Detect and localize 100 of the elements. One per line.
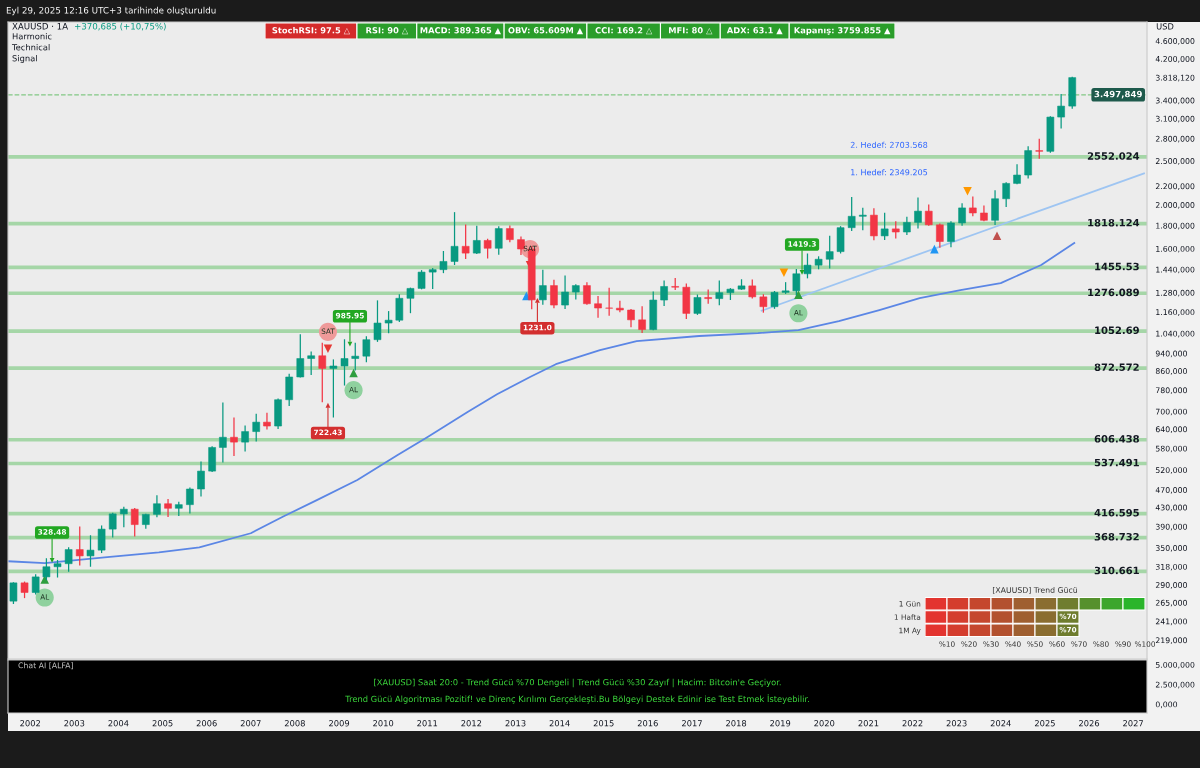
x-tick-label: 2026 <box>1079 720 1100 727</box>
candlestick <box>859 207 867 231</box>
candlestick <box>461 224 470 260</box>
ref-line-label: 2552.024 <box>1087 152 1140 160</box>
annotation: [XAUUSD] Saat 20:0 - Trend Gücü %70 Dengeli | Trend Gücü %30 Zayıf | Hacim: Bitcoin'e Geçiyor. <box>374 678 781 688</box>
candlestick <box>472 225 481 254</box>
candlestick <box>594 295 602 318</box>
point <box>534 297 540 303</box>
candlestick <box>252 413 260 442</box>
category-label: OBV: 65.609M ▲ <box>508 27 584 35</box>
annotation: 1. Hedef: 2349.205 <box>851 169 928 176</box>
ref-line-label: 416.595 <box>1094 508 1139 517</box>
candlestick <box>230 417 238 456</box>
point <box>963 186 972 196</box>
candlestick <box>836 226 845 254</box>
category-label: CCI: 169.2 △ <box>595 27 653 35</box>
chart-title: XAUUSD · 1A <box>12 22 68 30</box>
x-tick-label: 2009 <box>329 720 350 727</box>
category-label: StochRSI: 97.5 △ <box>272 26 351 35</box>
candlestick <box>9 582 18 604</box>
candlestick <box>991 190 999 226</box>
point <box>325 402 331 408</box>
x-tick-label: 2016 <box>637 720 658 727</box>
ref-line-label: 310.661 <box>1094 566 1139 575</box>
candlestick <box>947 221 955 248</box>
candlestick <box>847 196 856 231</box>
annotation: 2. Hedef: 2703.568 <box>850 141 928 148</box>
ref-line-label: 1455.53 <box>1095 262 1139 271</box>
candlestick <box>130 508 139 537</box>
x-tick-label: 2004 <box>108 720 129 727</box>
candlestick <box>197 461 205 497</box>
x-tick-label: 2022 <box>902 720 923 727</box>
candlestick <box>64 547 73 572</box>
candlestick <box>494 226 503 255</box>
point <box>799 269 805 275</box>
x-tick-label: 2019 <box>770 720 791 727</box>
line-series <box>8 242 1076 564</box>
x-tick-label: 2007 <box>240 720 261 727</box>
x-tick-label: 2002 <box>20 720 40 727</box>
x-tick-label: 2017 <box>682 720 702 727</box>
ref-line-label: 1818.124 <box>1088 218 1140 227</box>
candlestick <box>715 280 724 306</box>
x-tick-label: 2014 <box>549 720 570 727</box>
candlestick <box>693 294 702 315</box>
point <box>779 268 789 277</box>
annotation: Signal <box>12 54 37 64</box>
candlestick <box>86 535 95 567</box>
candlestick <box>1057 94 1065 129</box>
annotation: Trend Gücü Algoritması Pozitif! ve Direnç Kırılımı Gerçekleşti.Bu Bölgeyi Destek Edinir ise Test Etmek İsteyebilir. <box>345 694 809 704</box>
candlestick <box>296 334 305 378</box>
category-label: ADX: 63.1 ▲ <box>726 27 783 35</box>
candlestick <box>439 250 448 274</box>
annotation: Harmonic <box>12 32 52 40</box>
candlestick <box>241 425 249 452</box>
category-label: Kapanış: 3759.855 ▲ <box>794 27 891 36</box>
candlestick <box>924 204 933 226</box>
ref-line-label: 1052.69 <box>1095 326 1139 335</box>
point <box>992 231 1002 241</box>
y-axis-title: USD <box>1156 23 1174 30</box>
candlestick <box>616 300 624 313</box>
candlestick <box>406 287 415 314</box>
ref-line-label: 872.572 <box>1094 363 1139 371</box>
candlestick <box>870 208 878 241</box>
candlestick <box>428 267 437 290</box>
ref-line-label: 537.491 <box>1094 458 1139 467</box>
annotation: Technical <box>11 43 50 51</box>
candlestick <box>880 212 889 241</box>
candlestick <box>583 282 591 305</box>
x-tick-label: 2023 <box>946 720 967 727</box>
candlestick <box>108 512 117 538</box>
x-tick-label: 2024 <box>990 720 1011 727</box>
candlestick <box>914 197 922 229</box>
candlestick <box>263 412 271 430</box>
point <box>794 290 803 300</box>
x-tick-label: 2021 <box>858 720 879 727</box>
x-tick-label: 2018 <box>726 720 747 727</box>
x-tick-label: 2003 <box>64 720 85 727</box>
x-tick-label: 2005 <box>152 720 173 727</box>
candlestick <box>186 487 194 514</box>
candlestick <box>384 311 393 334</box>
ref-line-label: 1276.089 <box>1088 288 1139 297</box>
candlestick <box>219 402 227 463</box>
ref-line-label: 368.732 <box>1094 532 1139 541</box>
chart-subtitle: +370,685 (+10,75%) <box>75 22 166 31</box>
ref-line-label: 606.438 <box>1094 435 1139 443</box>
category-label: MFI: 80 △ <box>669 27 713 35</box>
x-tick-label: 2008 <box>284 720 305 727</box>
candlestick <box>660 280 668 307</box>
candlestick <box>936 223 944 248</box>
candlestick <box>958 203 966 226</box>
point <box>323 344 333 353</box>
candlestick <box>605 287 613 316</box>
candlestick <box>550 279 558 309</box>
candlestick <box>153 495 161 518</box>
candlestick <box>638 306 646 334</box>
category-label: MACD: 389.365 ▲ <box>420 27 502 35</box>
ref-line-label: 3.497,849 <box>1094 90 1142 99</box>
candlestick <box>120 506 128 528</box>
candlestick <box>208 446 216 473</box>
candlestick <box>373 300 382 342</box>
